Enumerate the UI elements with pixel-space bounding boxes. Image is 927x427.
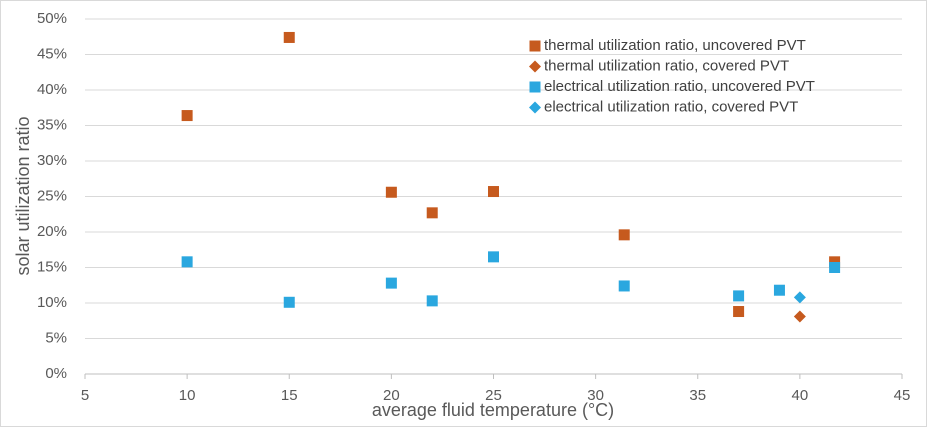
- point: [733, 290, 745, 302]
- point: [181, 256, 193, 268]
- x-tick-label: 10: [179, 387, 196, 404]
- x-tick-label: 45: [894, 387, 911, 404]
- y-tick-label: 50%: [37, 10, 67, 27]
- legend-label: thermal utilization ratio, uncovered PVT: [544, 37, 806, 54]
- x-tick-label: 25: [485, 387, 502, 404]
- x-tick-label: 5: [81, 387, 89, 404]
- point: [829, 262, 841, 273]
- point: [426, 295, 438, 307]
- y-tick-label: 45%: [37, 45, 67, 62]
- y-tick-label: 0%: [45, 365, 67, 382]
- x-tick-label: 30: [587, 387, 604, 404]
- y-tick-label: 15%: [37, 258, 67, 275]
- x-tick-label: 40: [792, 387, 809, 404]
- y-tick-label: 5%: [45, 329, 67, 346]
- point: [618, 280, 630, 292]
- point: [488, 251, 499, 263]
- point: [385, 277, 397, 289]
- legend-marker: [529, 101, 541, 114]
- x-tick-label: 15: [281, 387, 298, 404]
- x-tick-label: 20: [383, 387, 400, 404]
- point: [283, 31, 295, 43]
- point: [618, 229, 630, 241]
- point: [426, 207, 438, 219]
- y-tick-label: 30%: [37, 152, 67, 169]
- point: [283, 296, 295, 308]
- legend: thermal utilization ratio, uncovered PVT…: [529, 37, 815, 115]
- y-tick-label: 10%: [37, 294, 67, 311]
- point: [488, 186, 499, 198]
- x-axis-title: average fluid temperature (°C): [372, 400, 614, 420]
- legend-marker: [529, 81, 541, 93]
- legend-marker: [529, 60, 541, 73]
- point: [385, 186, 397, 198]
- y-tick-label: 25%: [37, 187, 67, 204]
- point: [733, 306, 745, 318]
- point: [793, 310, 806, 323]
- point: [773, 284, 785, 296]
- y-tick-label: 40%: [37, 81, 67, 98]
- x-tick-label: 35: [689, 387, 706, 404]
- y-tick-label: 35%: [37, 116, 67, 133]
- legend-label: electrical utilization ratio, covered PV…: [544, 98, 798, 115]
- legend-label: electrical utilization ratio, uncovered …: [544, 78, 815, 95]
- legend-marker: [529, 40, 541, 52]
- legend-label: thermal utilization ratio, covered PVT: [544, 57, 789, 74]
- y-tick-label: 20%: [37, 223, 67, 240]
- point: [829, 256, 841, 268]
- y-axis-title: solar utilization ratio: [13, 116, 33, 275]
- point: [181, 110, 193, 122]
- point: [793, 291, 806, 304]
